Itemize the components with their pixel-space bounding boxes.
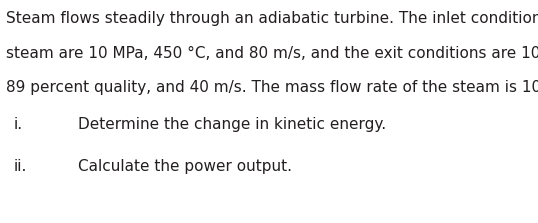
Text: Calculate the power output.: Calculate the power output. bbox=[78, 159, 292, 174]
Text: 89 percent quality, and 40 m/s. The mass flow rate of the steam is 10 kg/s.: 89 percent quality, and 40 m/s. The mass… bbox=[6, 80, 538, 95]
Text: ii.: ii. bbox=[13, 159, 27, 174]
Text: i.: i. bbox=[13, 117, 23, 132]
Text: Steam flows steadily through an adiabatic turbine. The inlet conditions of the: Steam flows steadily through an adiabati… bbox=[6, 11, 538, 26]
Text: steam are 10 MPa, 450 °C, and 80 m/s, and the exit conditions are 10 kPa, with: steam are 10 MPa, 450 °C, and 80 m/s, an… bbox=[6, 46, 538, 61]
Text: Determine the change in kinetic energy.: Determine the change in kinetic energy. bbox=[78, 117, 386, 132]
